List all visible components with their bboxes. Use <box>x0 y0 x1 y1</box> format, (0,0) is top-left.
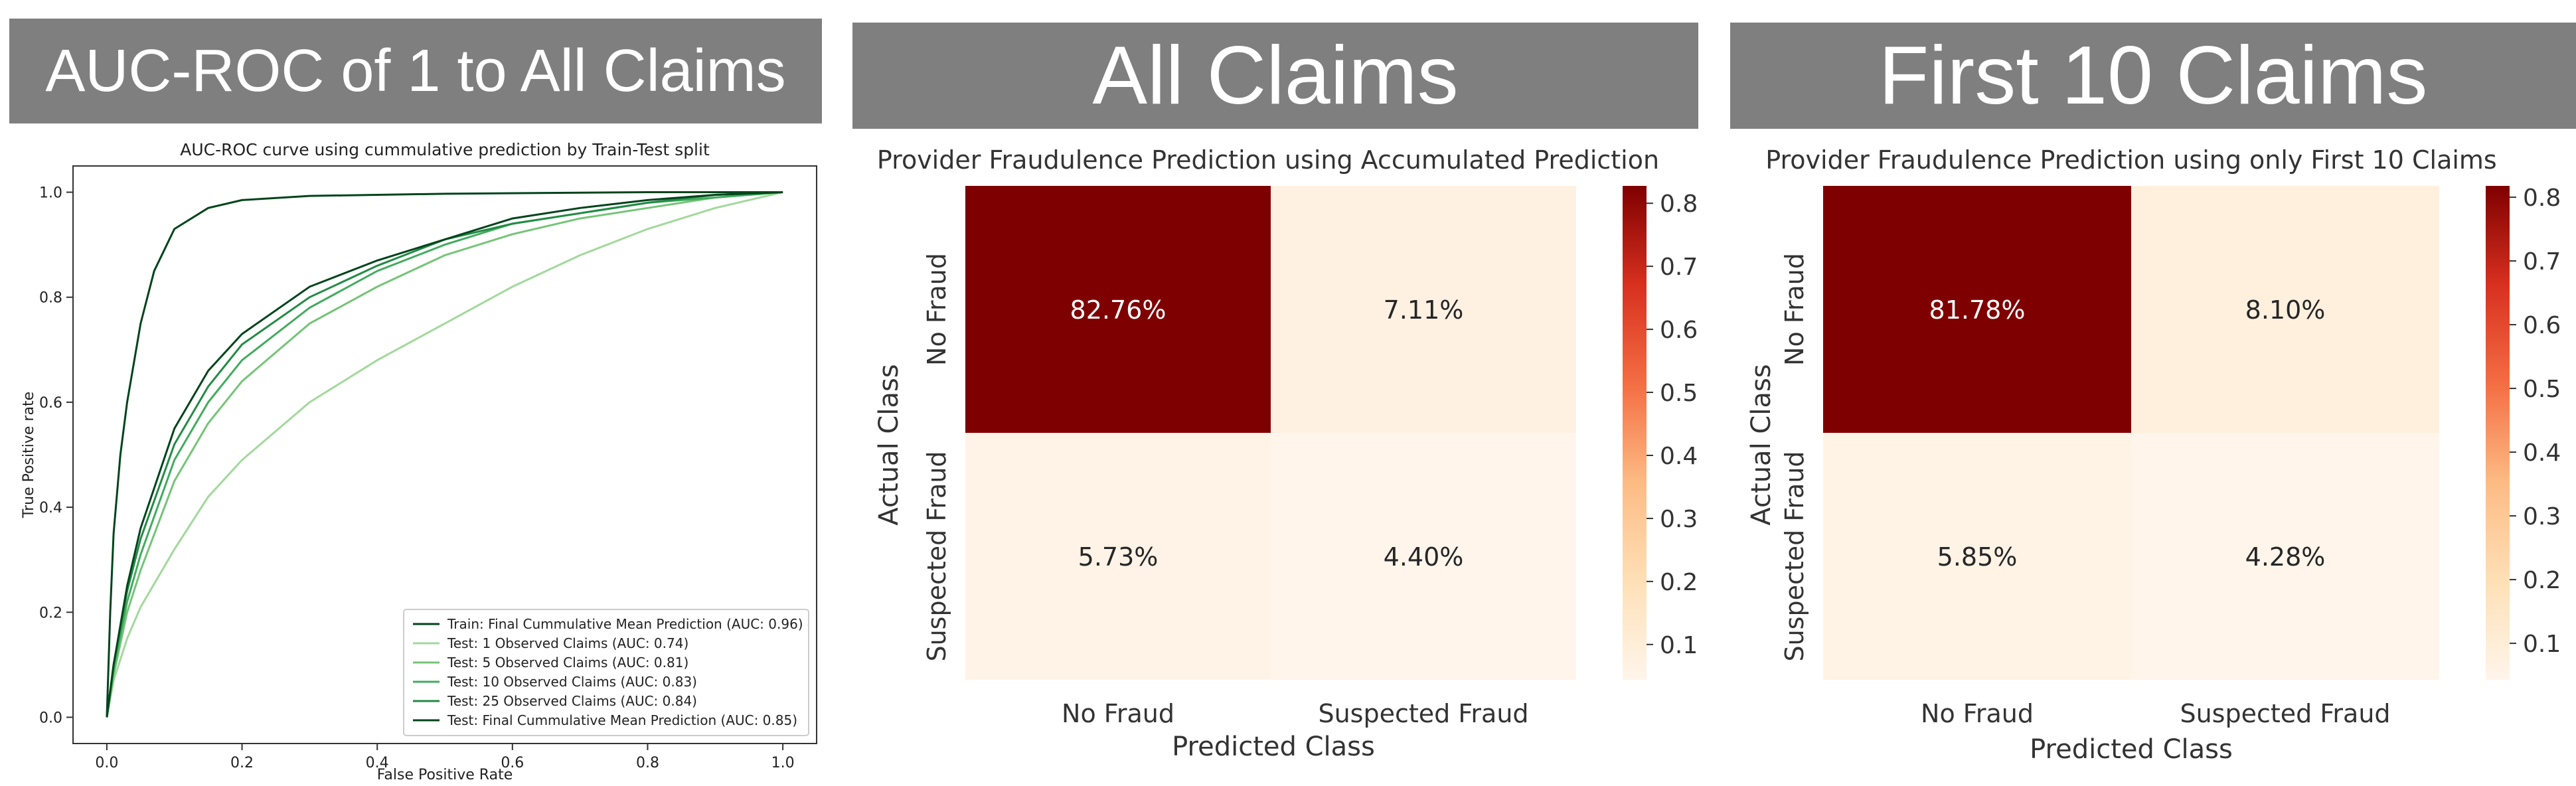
cm2-cell-label-0-0: 81.78% <box>1929 295 2026 325</box>
roc-legend-label-5: Test: Final Cummulative Mean Prediction … <box>447 712 797 728</box>
cm2-colorbar-tick-label: 0.7 <box>2523 248 2561 275</box>
roc-x-tick-label: 1.0 <box>771 755 795 771</box>
roc-y-tick-label: 0.0 <box>39 710 62 726</box>
cm2-cell-0-0 <box>1823 186 2131 433</box>
cm2-cell-1-0 <box>1823 433 2131 680</box>
cm2-cell-1-1 <box>2131 433 2439 680</box>
roc-series-line-4 <box>106 191 783 718</box>
cm1-cell-1-0 <box>965 433 1271 680</box>
cm2-x-category-0: No Fraud <box>1921 699 2034 728</box>
cm1-colorbar-tick-label: 0.3 <box>1660 506 1698 533</box>
cm1-cell-label-0-1: 7.11% <box>1384 295 1464 325</box>
cm-first10-y-categories: No Fraud Suspected Fraud <box>1780 253 1809 662</box>
cm2-colorbar-tick-label: 0.6 <box>2523 312 2561 339</box>
roc-x-tick-label: 0.8 <box>636 755 659 771</box>
cm1-y-category-1: Suspected Fraud <box>922 451 951 661</box>
roc-x-tick-label: 0.0 <box>95 755 118 771</box>
cm-all-claims: Provider Fraudulence Prediction using Ac… <box>874 145 1698 762</box>
roc-series-line-1 <box>106 191 783 718</box>
roc-banner-title: AUC-ROC of 1 to All Claims <box>45 37 786 104</box>
roc-y-ticks: 0.0 0.2 0.4 0.6 0.8 1.0 <box>39 185 73 726</box>
cm2-y-category-0: No Fraud <box>1780 253 1809 366</box>
cm-all-x-axis-label: Predicted Class <box>1172 732 1375 762</box>
cm1-cell-1-1 <box>1271 433 1576 680</box>
cm1-cell-label-0-0: 82.76% <box>1070 295 1167 325</box>
cm-first10-cells: 81.78% 8.10% 5.85% 4.28% <box>1823 186 2439 680</box>
cm-all-colorbar <box>1623 186 1647 680</box>
cm-first10-x-categories: No Fraud Suspected Fraud <box>1921 699 2391 728</box>
roc-legend-label-3: Test: 10 Observed Claims (AUC: 0.83) <box>447 674 697 690</box>
roc-legend-label-2: Test: 5 Observed Claims (AUC: 0.81) <box>447 655 688 670</box>
cm2-colorbar-tick-label: 0.1 <box>2523 631 2561 658</box>
roc-y-tick-label: 0.8 <box>39 290 62 307</box>
cm1-cell-label-1-0: 5.73% <box>1078 542 1159 572</box>
cm2-x-category-1: Suspected Fraud <box>2180 699 2390 728</box>
cm1-cell-0-0 <box>965 186 1271 433</box>
roc-x-ticks: 0.0 0.2 0.4 0.6 0.8 1.0 <box>95 744 795 771</box>
first10-banner: First 10 Claims <box>1730 23 2576 129</box>
roc-x-axis-label: False Positive Rate <box>377 767 513 783</box>
cm-first10-colorbar-ticks: 0.1 0.2 0.3 0.4 0.5 0.6 0.7 0.8 <box>2510 185 2561 658</box>
cm1-colorbar-tick-label: 0.7 <box>1660 254 1698 281</box>
roc-legend-label-1: Test: 1 Observed Claims (AUC: 0.74) <box>447 635 688 651</box>
roc-x-tick-label: 0.4 <box>366 755 389 771</box>
all-claims-banner: All Claims <box>852 23 1698 129</box>
roc-chart: AUC-ROC curve using cummulative predicti… <box>21 140 817 783</box>
roc-x-tick-label: 0.6 <box>501 755 524 771</box>
cm-all-colorbar-ticks: 0.1 0.2 0.3 0.4 0.5 0.6 0.7 0.8 <box>1647 191 1698 659</box>
cm-all-x-categories: No Fraud Suspected Fraud <box>1062 699 1529 728</box>
roc-y-tick-label: 1.0 <box>39 185 62 202</box>
cm-all-y-categories: No Fraud Suspected Fraud <box>922 253 951 662</box>
roc-y-tick-label: 0.2 <box>39 605 62 621</box>
cm2-colorbar-tick-label: 0.2 <box>2523 567 2561 594</box>
cm1-cell-label-1-1: 4.40% <box>1384 542 1464 572</box>
roc-y-tick-label: 0.4 <box>39 500 62 516</box>
cm1-y-category-0: No Fraud <box>922 253 951 366</box>
roc-legend-box <box>403 609 809 736</box>
cm-first10-y-axis-label: Actual Class <box>1746 364 1777 525</box>
roc-legend-label-4: Test: 25 Observed Claims (AUC: 0.84) <box>447 693 697 709</box>
roc-series-line-5 <box>106 191 783 718</box>
roc-y-tick-label: 0.6 <box>39 395 62 412</box>
cm-first10-title: Provider Fraudulence Prediction using on… <box>1765 145 2496 175</box>
cm2-y-category-1: Suspected Fraud <box>1780 451 1809 661</box>
roc-legend: Train: Final Cummulative Mean Prediction… <box>403 609 809 736</box>
roc-lines <box>106 191 783 718</box>
cm1-cell-0-1 <box>1271 186 1576 433</box>
roc-legend-label-0: Train: Final Cummulative Mean Prediction… <box>447 616 803 632</box>
cm1-colorbar-tick-label: 0.6 <box>1660 317 1698 344</box>
all-claims-banner-title: All Claims <box>1092 30 1459 121</box>
cm2-colorbar-tick-label: 0.3 <box>2523 503 2561 530</box>
cm2-colorbar-tick-label: 0.5 <box>2523 376 2561 403</box>
cm1-colorbar-tick-label: 0.1 <box>1660 632 1698 659</box>
roc-plot-frame <box>72 165 817 744</box>
cm2-colorbar-tick-label: 0.8 <box>2523 185 2561 212</box>
cm2-cell-label-1-1: 4.28% <box>2245 542 2326 572</box>
cm-first10-claims: Provider Fraudulence Prediction using on… <box>1746 145 2561 765</box>
cm1-x-category-0: No Fraud <box>1062 699 1174 728</box>
cm-all-cells: 82.76% 7.11% 5.73% 4.40% <box>965 186 1576 680</box>
cm-first10-colorbar <box>2486 186 2510 680</box>
first10-banner-title: First 10 Claims <box>1878 30 2428 121</box>
roc-chart-title: AUC-ROC curve using cummulative predicti… <box>180 140 710 159</box>
roc-series-line-0 <box>106 191 783 718</box>
roc-series-line-2 <box>106 191 783 718</box>
cm2-cell-label-1-0: 5.85% <box>1937 542 2018 572</box>
cm2-cell-0-1 <box>2131 186 2439 433</box>
roc-x-tick-label: 0.2 <box>230 755 254 771</box>
roc-banner: AUC-ROC of 1 to All Claims <box>9 19 822 123</box>
roc-y-axis-label: True Positive rate <box>21 392 37 518</box>
cm1-x-category-1: Suspected Fraud <box>1318 699 1528 728</box>
cm-all-y-axis-label: Actual Class <box>874 364 904 525</box>
cm1-colorbar-tick-label: 0.5 <box>1660 380 1698 407</box>
cm-first10-x-axis-label: Predicted Class <box>2030 734 2233 765</box>
cm2-colorbar-tick-label: 0.4 <box>2523 439 2561 467</box>
cm2-cell-label-0-1: 8.10% <box>2245 295 2326 325</box>
cm1-colorbar-tick-label: 0.2 <box>1660 569 1698 596</box>
cm-all-title: Provider Fraudulence Prediction using Ac… <box>877 145 1659 175</box>
cm1-colorbar-tick-label: 0.8 <box>1660 191 1698 218</box>
cm1-colorbar-tick-label: 0.4 <box>1660 443 1698 470</box>
